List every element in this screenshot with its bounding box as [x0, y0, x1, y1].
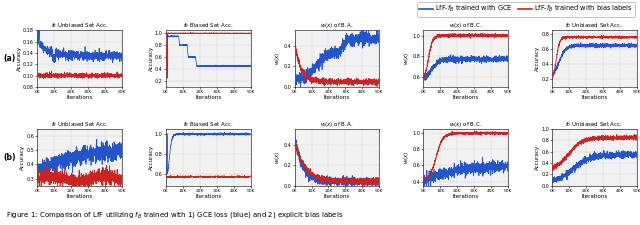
Y-axis label: Accuracy: Accuracy: [535, 46, 540, 71]
Y-axis label: Accuracy: Accuracy: [148, 46, 154, 71]
Y-axis label: Accuracy: Accuracy: [17, 46, 22, 71]
Y-axis label: $w(x)$: $w(x)$: [402, 151, 411, 164]
X-axis label: Iterations: Iterations: [581, 95, 607, 100]
Text: Figure 1: Comparison of LfF utilizing $f_B$ trained with 1) GCE loss (blue) and : Figure 1: Comparison of LfF utilizing $f…: [6, 211, 344, 220]
Title: $f_B$ Biased Set Acc.: $f_B$ Biased Set Acc.: [183, 21, 234, 30]
Y-axis label: Accuracy: Accuracy: [535, 145, 540, 170]
X-axis label: Iterations: Iterations: [67, 194, 93, 199]
Y-axis label: Accuracy: Accuracy: [148, 145, 154, 170]
Title: $f_D$ Unbiased Set Acc.: $f_D$ Unbiased Set Acc.: [566, 21, 623, 30]
Y-axis label: Accuracy: Accuracy: [20, 145, 25, 170]
Text: (a): (a): [3, 54, 15, 63]
Text: (b): (b): [3, 153, 16, 162]
Title: $w(x)$ of B.A.: $w(x)$ of B.A.: [320, 21, 354, 30]
Y-axis label: $w(x)$: $w(x)$: [273, 52, 282, 65]
Title: $w(x)$ of B.A.: $w(x)$ of B.A.: [320, 120, 354, 129]
Legend: LfF-$f_B$ trained with GCE, LfF-$f_B$ trained with bias labels: LfF-$f_B$ trained with GCE, LfF-$f_B$ tr…: [417, 2, 636, 17]
X-axis label: Iterations: Iterations: [67, 95, 93, 100]
X-axis label: Iterations: Iterations: [452, 95, 479, 100]
X-axis label: Iterations: Iterations: [581, 194, 607, 199]
X-axis label: Iterations: Iterations: [324, 194, 350, 199]
X-axis label: Iterations: Iterations: [195, 95, 221, 100]
X-axis label: Iterations: Iterations: [324, 95, 350, 100]
Title: $w(x)$ of B.C.: $w(x)$ of B.C.: [449, 120, 483, 129]
Title: $f_B$ Biased Set Acc.: $f_B$ Biased Set Acc.: [183, 120, 234, 129]
Title: $w(x)$ of B.C.: $w(x)$ of B.C.: [449, 21, 483, 30]
X-axis label: Iterations: Iterations: [452, 194, 479, 199]
Title: $f_B$ Unbiased Set Acc.: $f_B$ Unbiased Set Acc.: [51, 120, 108, 129]
Y-axis label: $w(x)$: $w(x)$: [402, 52, 411, 65]
X-axis label: Iterations: Iterations: [195, 194, 221, 199]
Title: $f_B$ Unbiased Set Acc.: $f_B$ Unbiased Set Acc.: [51, 21, 108, 30]
Y-axis label: $w(x)$: $w(x)$: [273, 151, 282, 164]
Title: $f_D$ Unbiased Set Acc.: $f_D$ Unbiased Set Acc.: [566, 120, 623, 129]
